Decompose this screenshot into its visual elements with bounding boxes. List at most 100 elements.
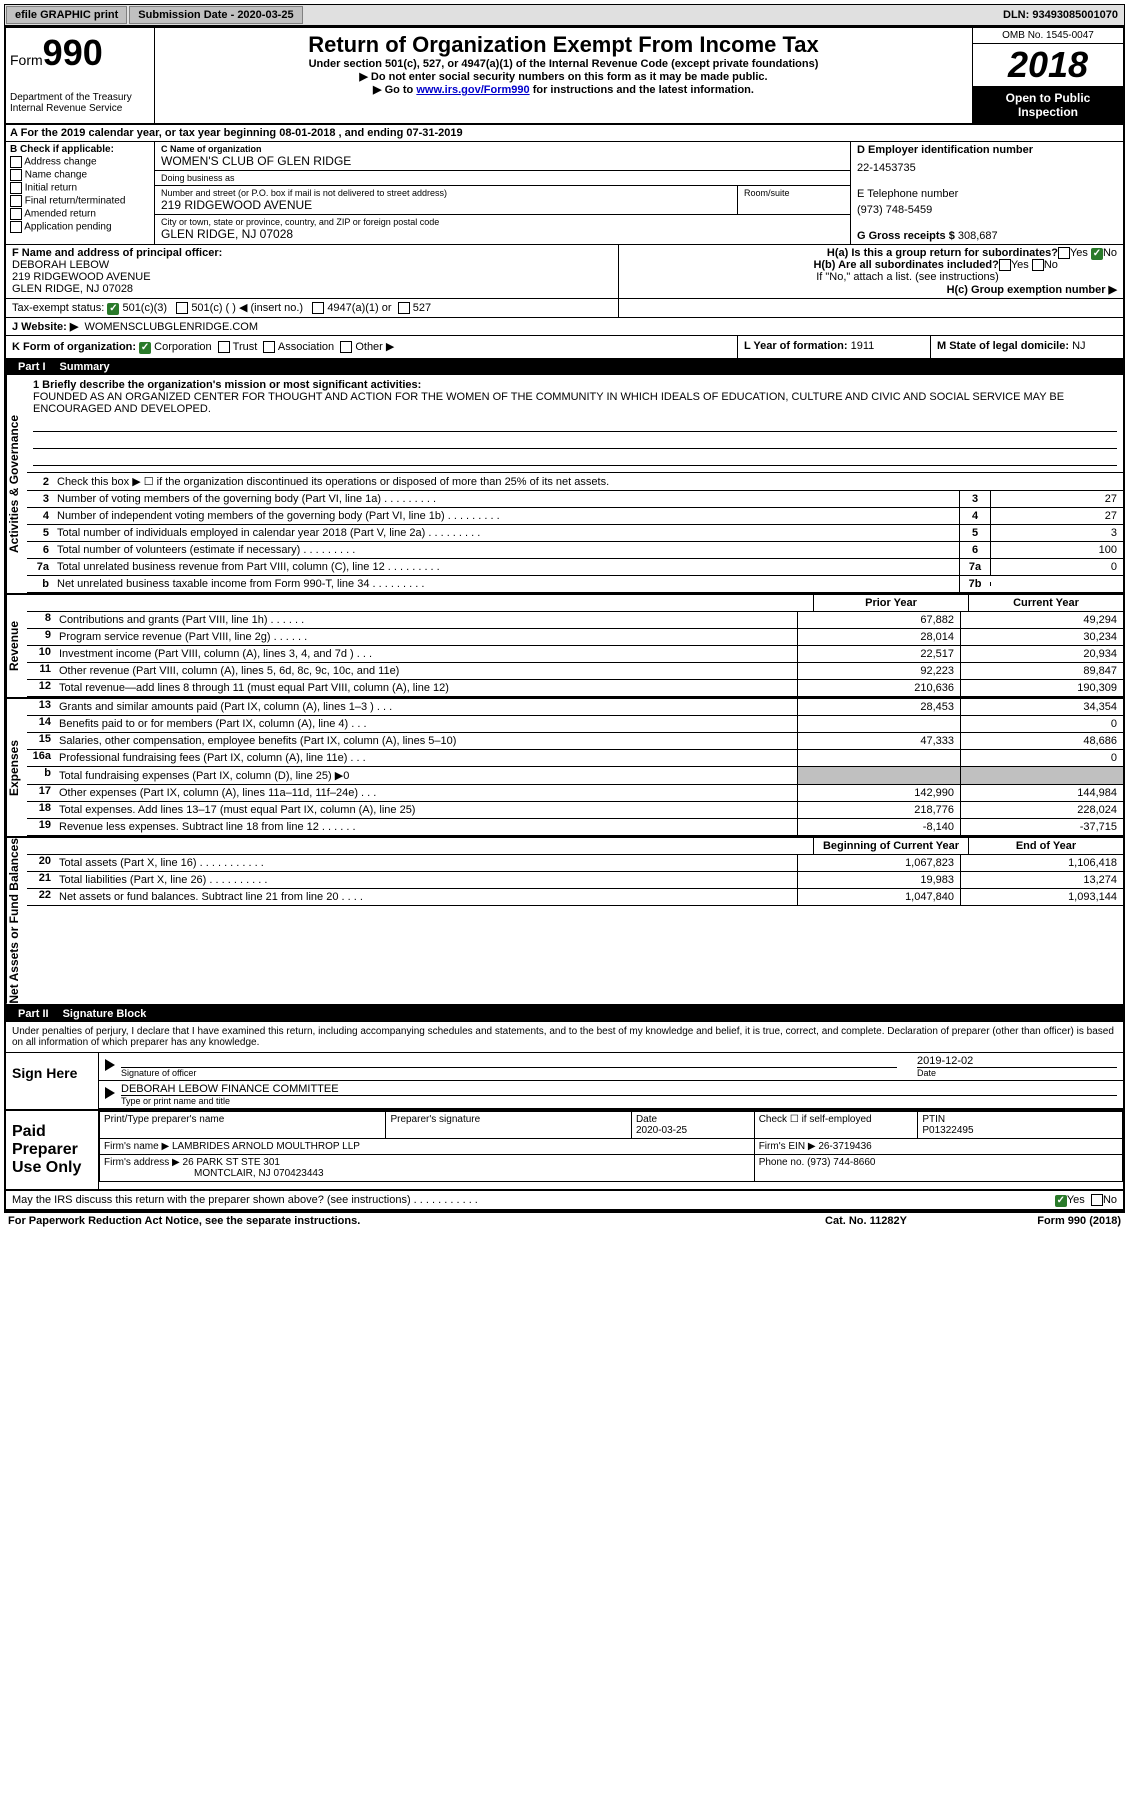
firm-addr2: MONTCLAIR, NJ 070423443 (194, 1168, 324, 1179)
sig-date: 2019-12-02 (917, 1055, 1117, 1067)
dln-label: DLN: 93493085001070 (1003, 9, 1124, 21)
chk-final-return[interactable]: Final return/terminated (10, 195, 150, 207)
chk-501c3[interactable]: ✓ (107, 303, 119, 315)
section-c: C Name of organization WOMEN'S CLUB OF G… (155, 142, 850, 244)
begin-year-header: Beginning of Current Year (813, 838, 968, 854)
h-c: H(c) Group exemption number ▶ (625, 283, 1117, 296)
table-row: 17Other expenses (Part IX, column (A), l… (27, 785, 1123, 802)
firm-phone: (973) 744-8660 (807, 1157, 875, 1168)
chk-initial-return[interactable]: Initial return (10, 182, 150, 194)
discuss-text: May the IRS discuss this return with the… (12, 1194, 478, 1206)
chk-association[interactable] (263, 341, 275, 353)
gross-receipts: G Gross receipts $ 308,687 (857, 230, 1117, 242)
sign-here-label: Sign Here (6, 1053, 99, 1109)
officer-addr2: GLEN RIDGE, NJ 07028 (12, 283, 612, 295)
expenses-section: Expenses 13Grants and similar amounts pa… (6, 699, 1123, 838)
table-row: 11Other revenue (Part VIII, column (A), … (27, 663, 1123, 680)
tax-exempt-row: Tax-exempt status: ✓ 501(c)(3) 501(c) ( … (6, 299, 1123, 318)
section-d-e-g: D Employer identification number 22-1453… (850, 142, 1123, 244)
sig-name-title: DEBORAH LEBOW FINANCE COMMITTEE (121, 1083, 1117, 1095)
net-assets-section: Net Assets or Fund Balances Beginning of… (6, 838, 1123, 1006)
chk-name-change[interactable]: Name change (10, 169, 150, 181)
chk-address-change[interactable]: Address change (10, 156, 150, 168)
table-row: 16aProfessional fundraising fees (Part I… (27, 750, 1123, 767)
chk-4947[interactable] (312, 302, 324, 314)
part1-label: Part I (12, 361, 52, 373)
prep-date-label: Date (636, 1114, 657, 1125)
section-h: H(a) Is this a group return for subordin… (619, 245, 1123, 298)
part2-title: Signature Block (63, 1008, 147, 1020)
section-f-h: F Name and address of principal officer:… (6, 245, 1123, 299)
sign-here-row: Sign Here Signature of officer 2019-12-0… (6, 1053, 1123, 1111)
mission-row: 1 Briefly describe the organization's mi… (27, 375, 1123, 473)
chk-527[interactable] (398, 302, 410, 314)
vlabel-net-assets: Net Assets or Fund Balances (6, 838, 27, 1004)
table-row: 18Total expenses. Add lines 13–17 (must … (27, 802, 1123, 819)
revenue-col-header: Prior Year Current Year (27, 595, 1123, 612)
firm-addr1: 26 PARK ST STE 301 (183, 1157, 280, 1168)
discuss-yes-check[interactable]: ✓ (1055, 1195, 1067, 1207)
discuss-no-check[interactable] (1091, 1194, 1103, 1206)
governance-section: Activities & Governance 1 Briefly descri… (6, 375, 1123, 595)
phone-label: E Telephone number (857, 188, 1117, 200)
dba-label: Doing business as (161, 173, 844, 183)
officer-name: DEBORAH LEBOW (12, 259, 612, 271)
chk-501c[interactable] (176, 302, 188, 314)
table-row: 20Total assets (Part X, line 16) . . . .… (27, 855, 1123, 872)
prep-ptin: P01322495 (922, 1125, 973, 1136)
prep-print-label: Print/Type preparer's name (104, 1114, 224, 1125)
submission-date-button[interactable]: Submission Date - 2020-03-25 (129, 6, 302, 24)
chk-other[interactable] (340, 341, 352, 353)
header-left: Form990 Department of the Treasury Inter… (6, 28, 155, 123)
firm-ein-label: Firm's EIN ▶ (759, 1141, 816, 1152)
org-name: WOMEN'S CLUB OF GLEN RIDGE (161, 154, 844, 168)
line-m-label: M State of legal domicile: (937, 340, 1069, 352)
sig-officer-label: Signature of officer (121, 1067, 897, 1078)
gov-row: 5Total number of individuals employed in… (27, 525, 1123, 542)
form-header: Form990 Department of the Treasury Inter… (6, 28, 1123, 125)
goto-post: for instructions and the latest informat… (530, 84, 754, 96)
table-row: 10Investment income (Part VIII, column (… (27, 646, 1123, 663)
table-row: 13Grants and similar amounts paid (Part … (27, 699, 1123, 716)
addr-label: Number and street (or P.O. box if mail i… (161, 188, 731, 198)
h-b: H(b) Are all subordinates included? Yes … (625, 259, 1117, 271)
prior-year-header: Prior Year (813, 595, 968, 611)
officer-label: F Name and address of principal officer: (12, 247, 612, 259)
header-right: OMB No. 1545-0047 2018 Open to Public In… (972, 28, 1123, 123)
signature-declaration: Under penalties of perjury, I declare th… (6, 1022, 1123, 1053)
table-row: 14Benefits paid to or for members (Part … (27, 716, 1123, 733)
chk-amended-return[interactable]: Amended return (10, 208, 150, 220)
efile-print-button[interactable]: efile GRAPHIC print (6, 6, 127, 24)
firm-name-label: Firm's name ▶ (104, 1141, 169, 1152)
table-row: 15Salaries, other compensation, employee… (27, 733, 1123, 750)
website-value: WOMENSCLUBGLENRIDGE.COM (84, 321, 258, 333)
table-row: bTotal fundraising expenses (Part IX, co… (27, 767, 1123, 785)
mission-label: 1 Briefly describe the organization's mi… (33, 379, 1117, 391)
preparer-table: Print/Type preparer's name Preparer's si… (99, 1111, 1123, 1182)
website-label: J Website: ▶ (12, 321, 78, 333)
irs-link[interactable]: www.irs.gov/Form990 (416, 84, 529, 96)
discuss-row: May the IRS discuss this return with the… (6, 1191, 1123, 1211)
chk-application-pending[interactable]: Application pending (10, 221, 150, 233)
form-sub1: Under section 501(c), 527, or 4947(a)(1)… (159, 58, 968, 70)
prep-date: 2020-03-25 (636, 1125, 687, 1136)
form-label: Form (10, 52, 43, 68)
arrow-icon (105, 1059, 115, 1071)
tax-year: 2018 (973, 44, 1123, 87)
line-l-label: L Year of formation: (744, 340, 848, 352)
table-row: 9Program service revenue (Part VIII, lin… (27, 629, 1123, 646)
net-col-header: Beginning of Current Year End of Year (27, 838, 1123, 855)
website-row: J Website: ▶ WOMENSCLUBGLENRIDGE.COM (6, 318, 1123, 336)
gov-row: 7aTotal unrelated business revenue from … (27, 559, 1123, 576)
klm-row: K Form of organization: ✓ Corporation Tr… (6, 336, 1123, 359)
gov-row: bNet unrelated business taxable income f… (27, 576, 1123, 593)
prep-ptin-label: PTIN (922, 1114, 945, 1125)
chk-corporation[interactable]: ✓ (139, 342, 151, 354)
chk-trust[interactable] (218, 341, 230, 353)
end-year-header: End of Year (968, 838, 1123, 854)
firm-name: LAMBRIDES ARNOLD MOULTHROP LLP (172, 1141, 360, 1152)
table-row: 19Revenue less expenses. Subtract line 1… (27, 819, 1123, 836)
vlabel-revenue: Revenue (6, 595, 27, 697)
part1-header: Part I Summary (6, 359, 1123, 375)
omb-number: OMB No. 1545-0047 (973, 28, 1123, 44)
